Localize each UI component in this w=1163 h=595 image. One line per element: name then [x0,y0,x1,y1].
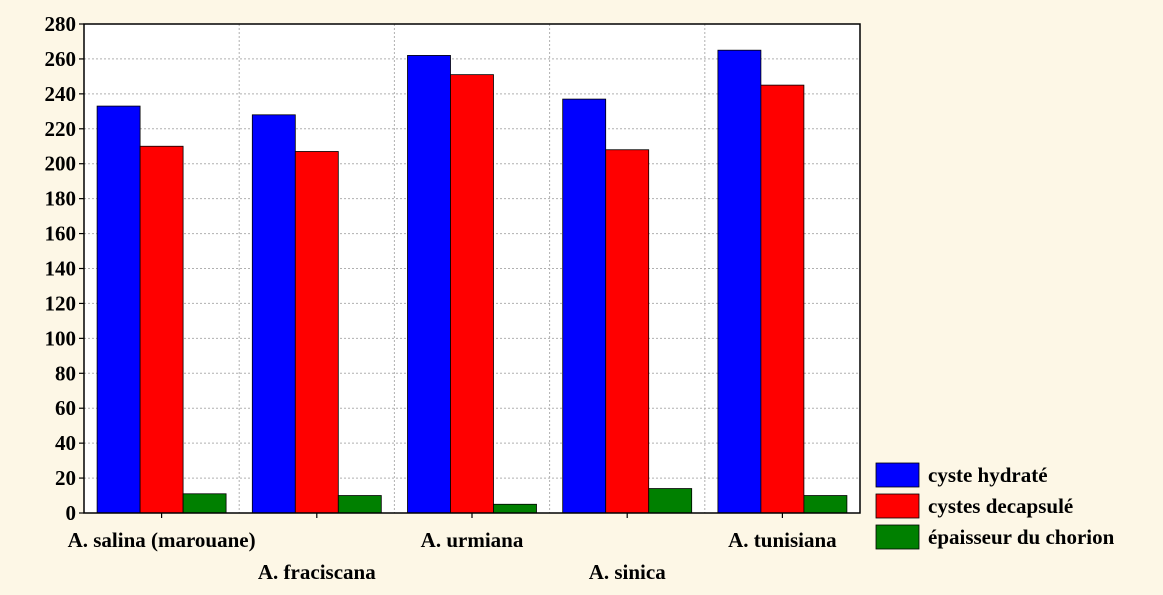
y-tick-label: 180 [45,187,77,211]
y-tick-label: 40 [55,431,76,455]
legend-swatch [875,462,920,488]
y-tick-label: 200 [45,152,77,176]
bar [803,495,848,514]
y-tick-label: 100 [45,326,77,350]
x-tick-label: A. urmiana [421,528,524,552]
y-tick-label: 260 [45,47,77,71]
legend-swatch [875,524,920,550]
bar [450,74,494,514]
y-tick-label: 280 [45,12,77,36]
bar [294,151,339,514]
bar [717,49,762,514]
x-tick-label: A. fraciscana [258,560,376,584]
x-tick-label: A. tunisiana [728,528,837,552]
y-axis: 0 20 40 60 80 100 120 140 160 180 200 220 240 260 280 [45,12,84,525]
bar [605,149,650,514]
x-tick-label: A. salina (marouane) [68,528,256,552]
y-tick-label: 120 [45,291,77,315]
bar [760,84,805,514]
bar [648,488,693,514]
y-tick-label: 160 [45,222,77,246]
y-tick-label: 80 [55,361,76,385]
x-tick-label: A. sinica [589,560,667,584]
bar [96,105,141,514]
legend-label: épaisseur du chorion [928,525,1115,549]
bar [337,495,382,514]
bar [407,55,451,514]
legend-swatch [875,493,920,519]
y-tick-label: 220 [45,117,77,141]
y-tick-label: 60 [55,396,76,420]
y-tick-label: 240 [45,82,77,106]
legend-label: cyste hydraté [928,463,1048,487]
bar [493,503,537,514]
y-tick-label: 20 [55,466,76,490]
bar [251,114,296,514]
bar [562,98,607,514]
y-tick-label: 140 [45,257,77,281]
y-tick-label: 0 [66,501,77,525]
x-axis: A. salina (marouane)A. fraciscana A. urmi… [68,513,837,584]
legend-label: cystes decapsulé [928,494,1073,518]
bar [182,493,227,514]
legend: cyste hydraté cystes decapsulé épaisseur d… [875,462,1115,550]
bar [139,145,184,514]
